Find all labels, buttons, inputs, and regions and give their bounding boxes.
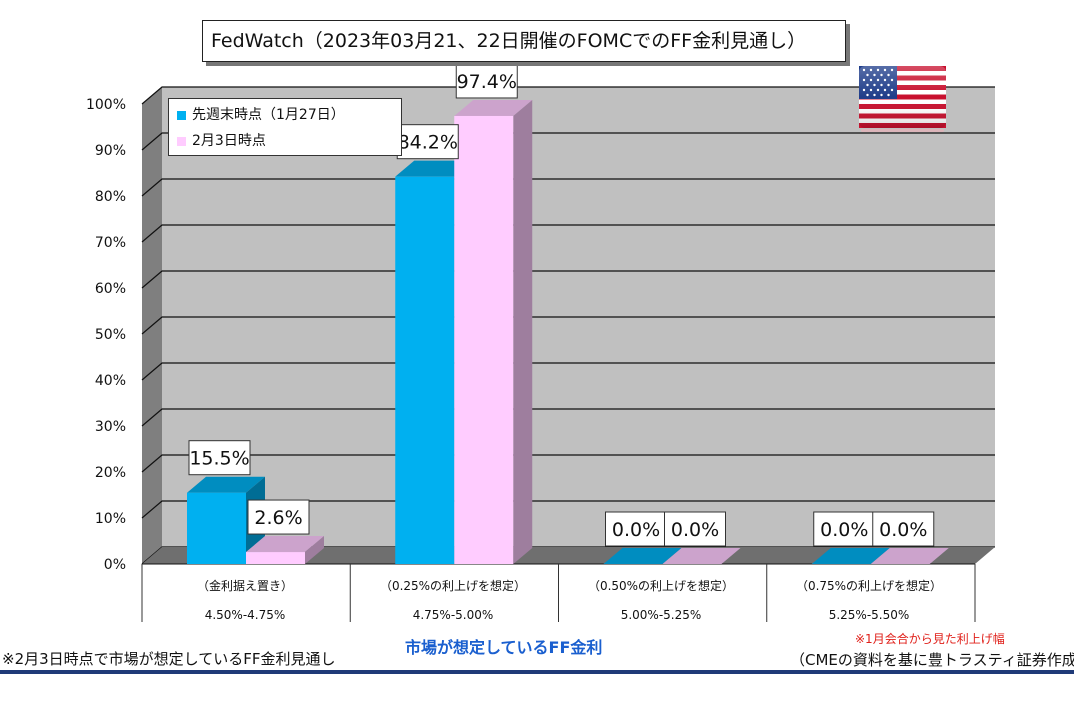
data-label-box xyxy=(664,511,726,547)
category-label-3-line2: 5.00%-5.25% xyxy=(620,608,702,622)
data-label: 2.6% xyxy=(254,507,302,529)
category-label-1-line2: 4.50%-4.75% xyxy=(204,608,286,622)
bar-top xyxy=(811,548,890,564)
gridline xyxy=(141,86,995,105)
data-label-box xyxy=(872,511,935,547)
category-label-4-line2: 5.25%-5.50% xyxy=(828,608,910,622)
data-label-box xyxy=(396,124,459,160)
category-label-1-line1: （金利据え置き） xyxy=(196,579,293,593)
bar-top xyxy=(870,548,949,564)
bar-side xyxy=(305,536,324,564)
gridline xyxy=(141,270,995,289)
source-note: （CMEの資料を基に豊トラスティ証券作成） xyxy=(790,651,1074,669)
bar-top xyxy=(603,548,682,564)
bar xyxy=(246,552,305,564)
data-label-box xyxy=(188,440,251,476)
footnote-red: ※1月会合から見た利上げ幅 xyxy=(855,632,1005,646)
bar xyxy=(454,115,514,565)
gridline xyxy=(141,224,995,243)
legend-item-current: 2月3日時点 xyxy=(177,131,266,151)
bar xyxy=(395,176,455,564)
y-tick-label: 60% xyxy=(95,281,126,297)
y-tick-label: 80% xyxy=(95,189,126,205)
bar-top xyxy=(187,476,265,493)
data-label: 84.2% xyxy=(398,132,458,154)
bar-top xyxy=(454,99,533,116)
legend-item-previous: 先週末時点（1月27日） xyxy=(177,105,345,125)
chart-title: FedWatch（2023年03月21、22日開催のFOMCでのFF金利見通し） xyxy=(202,20,846,62)
data-label-box xyxy=(605,511,667,547)
y-tick-label: 30% xyxy=(95,419,126,435)
bottom-rule xyxy=(0,670,1074,674)
legend-swatch-current xyxy=(177,136,186,146)
legend-label-previous: 先週末時点（1月27日） xyxy=(192,107,345,123)
gridline xyxy=(141,178,995,197)
data-label-box xyxy=(247,499,310,535)
data-label: 15.5% xyxy=(189,448,249,470)
bar-top xyxy=(662,548,741,564)
bar xyxy=(187,492,246,564)
x-axis-title: 市場が想定しているFF金利 xyxy=(405,638,603,657)
gridline xyxy=(141,132,995,151)
y-tick-label: 20% xyxy=(95,465,126,481)
gridline xyxy=(141,500,995,519)
category-label-4-line1: （0.75%の利上げを想定） xyxy=(795,579,943,593)
legend-swatch-previous xyxy=(177,110,186,120)
data-label-box xyxy=(813,511,876,547)
data-label-box xyxy=(455,63,518,99)
y-tick-label: 90% xyxy=(95,143,126,159)
chart-legend: 先週末時点（1月27日） 2月3日時点 xyxy=(168,98,402,156)
bar-top xyxy=(395,160,474,177)
plot-floor xyxy=(142,547,995,564)
data-label: 0.0% xyxy=(879,519,927,541)
y-tick-label: 10% xyxy=(95,511,126,527)
category-label-2-line2: 4.75%-5.00% xyxy=(412,608,494,622)
y-tick-label: 100% xyxy=(86,97,126,113)
gridline xyxy=(141,362,995,381)
data-label: 0.0% xyxy=(612,519,660,541)
us-flag-icon xyxy=(859,66,946,132)
data-label: 0.0% xyxy=(671,519,719,541)
data-label: 0.0% xyxy=(820,519,868,541)
category-label-3-line1: （0.50%の利上げを想定） xyxy=(587,579,735,593)
y-tick-label: 40% xyxy=(95,373,126,389)
y-tick-label: 50% xyxy=(95,327,126,343)
gridline xyxy=(141,408,995,427)
data-label: 97.4% xyxy=(457,71,517,93)
gridline xyxy=(141,316,995,335)
y-tick-label: 0% xyxy=(104,557,126,573)
footnote-left: ※2月3日時点で市場が想定しているFF金利見通し xyxy=(2,650,336,668)
bar-side xyxy=(513,99,533,565)
legend-label-current: 2月3日時点 xyxy=(192,133,266,149)
category-label-2-line1: （0.25%の利上げを想定） xyxy=(379,579,527,593)
bar-top xyxy=(246,536,324,553)
y-tick-label: 70% xyxy=(95,235,126,251)
gridline xyxy=(141,454,995,473)
